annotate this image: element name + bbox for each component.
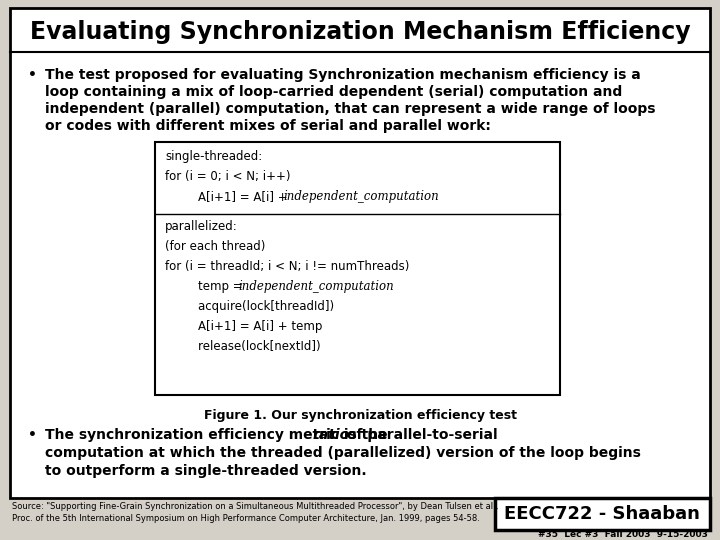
Text: of parallel-to-serial: of parallel-to-serial	[343, 428, 498, 442]
Text: acquire(lock[threadId]): acquire(lock[threadId])	[183, 300, 334, 313]
Text: or codes with different mixes of serial and parallel work:: or codes with different mixes of serial …	[45, 119, 491, 133]
FancyBboxPatch shape	[155, 142, 560, 395]
FancyBboxPatch shape	[495, 498, 710, 530]
Text: independent (parallel) computation, that can represent a wide range of loops: independent (parallel) computation, that…	[45, 102, 655, 116]
Text: ratio: ratio	[312, 428, 350, 442]
FancyBboxPatch shape	[10, 8, 710, 498]
Text: Evaluating Synchronization Mechanism Efficiency: Evaluating Synchronization Mechanism Eff…	[30, 20, 690, 44]
Text: •: •	[28, 68, 37, 82]
Text: EECC722 - Shaaban: EECC722 - Shaaban	[504, 505, 700, 523]
Text: The test proposed for evaluating Synchronization mechanism efficiency is a: The test proposed for evaluating Synchro…	[45, 68, 641, 82]
Text: temp =: temp =	[183, 280, 246, 293]
Text: to outperform a single-threaded version.: to outperform a single-threaded version.	[45, 464, 366, 478]
Text: single-threaded:: single-threaded:	[165, 150, 262, 163]
Text: A[i+1] = A[i] + temp: A[i+1] = A[i] + temp	[183, 320, 323, 333]
Text: release(lock[nextId]): release(lock[nextId])	[183, 340, 320, 353]
Text: independent_computation: independent_computation	[283, 190, 438, 203]
Text: •: •	[28, 428, 37, 442]
Text: computation at which the threaded (parallelized) version of the loop begins: computation at which the threaded (paral…	[45, 446, 641, 460]
Text: independent_computation: independent_computation	[238, 280, 394, 293]
Text: The synchronization efficiency metric is the: The synchronization efficiency metric is…	[45, 428, 392, 442]
Text: parallelized:: parallelized:	[165, 220, 238, 233]
Text: Source: "Supporting Fine-Grain Synchronization on a Simultaneous Multithreaded P: Source: "Supporting Fine-Grain Synchroni…	[12, 502, 498, 511]
Text: for (i = 0; i < N; i++): for (i = 0; i < N; i++)	[165, 170, 290, 183]
Text: Figure 1. Our synchronization efficiency test: Figure 1. Our synchronization efficiency…	[204, 409, 516, 422]
Text: loop containing a mix of loop-carried dependent (serial) computation and: loop containing a mix of loop-carried de…	[45, 85, 622, 99]
Text: #35  Lec #3  Fall 2003  9-15-2003: #35 Lec #3 Fall 2003 9-15-2003	[538, 530, 708, 539]
Text: for (i = threadId; i < N; i != numThreads): for (i = threadId; i < N; i != numThread…	[165, 260, 410, 273]
Text: A[i+1] = A[i] +: A[i+1] = A[i] +	[183, 190, 292, 203]
Text: (for each thread): (for each thread)	[165, 240, 266, 253]
Text: Proc. of the 5th International Symposium on High Performance Computer Architectu: Proc. of the 5th International Symposium…	[12, 514, 480, 523]
